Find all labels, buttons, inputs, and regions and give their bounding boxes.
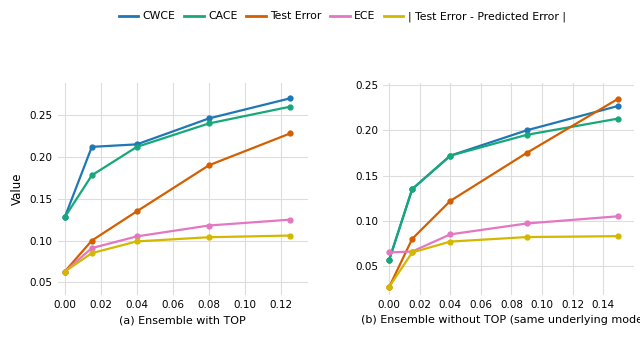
- Y-axis label: Value: Value: [11, 173, 24, 205]
- Legend: CWCE, CACE, Test Error, ECE, | Test Error - Predicted Error |: CWCE, CACE, Test Error, ECE, | Test Erro…: [115, 7, 570, 26]
- X-axis label: (b) Ensemble without TOP (same underlying models): (b) Ensemble without TOP (same underlyin…: [361, 315, 640, 325]
- X-axis label: (a) Ensemble with TOP: (a) Ensemble with TOP: [120, 315, 246, 325]
